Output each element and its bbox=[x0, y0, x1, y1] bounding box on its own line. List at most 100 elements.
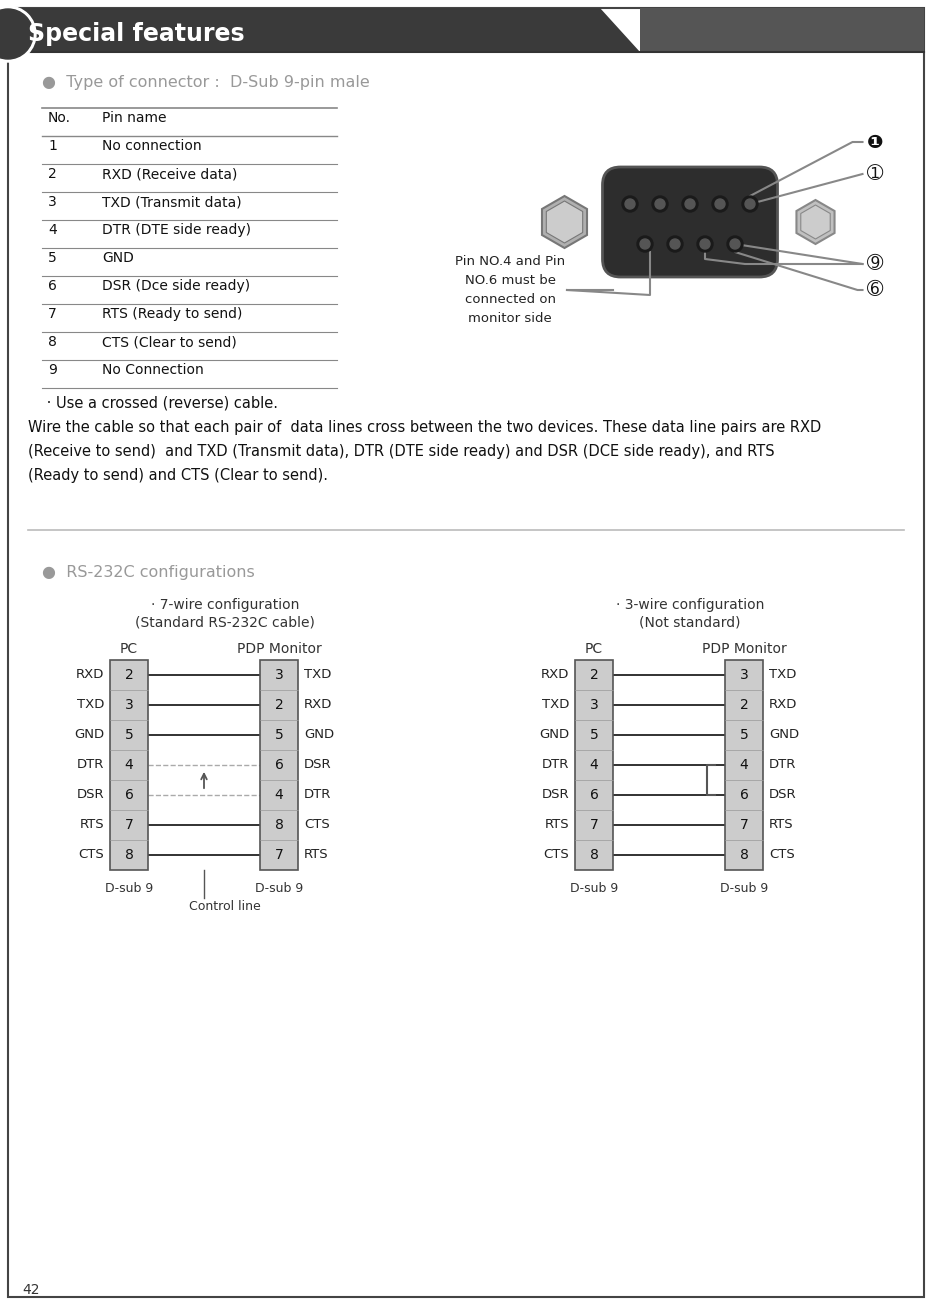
Text: 7: 7 bbox=[740, 818, 748, 833]
Circle shape bbox=[715, 198, 725, 209]
Text: 4: 4 bbox=[125, 758, 133, 773]
Text: DTR: DTR bbox=[304, 788, 332, 801]
Text: DSR: DSR bbox=[304, 758, 332, 771]
Text: DTR: DTR bbox=[76, 758, 104, 771]
Text: ❶: ❶ bbox=[867, 133, 883, 151]
Text: CTS: CTS bbox=[769, 848, 795, 861]
Text: RXD (Receive data): RXD (Receive data) bbox=[102, 167, 238, 181]
Text: RXD: RXD bbox=[541, 668, 569, 681]
Circle shape bbox=[712, 196, 728, 211]
Text: 7: 7 bbox=[125, 818, 133, 833]
Text: · 7-wire configuration: · 7-wire configuration bbox=[151, 598, 299, 612]
Text: RTS: RTS bbox=[769, 818, 794, 831]
Text: 2: 2 bbox=[48, 167, 57, 181]
Text: DSR (Dce side ready): DSR (Dce side ready) bbox=[102, 279, 250, 294]
Text: PDP Monitor: PDP Monitor bbox=[702, 642, 787, 656]
Text: CTS: CTS bbox=[78, 848, 104, 861]
Text: 6: 6 bbox=[275, 758, 283, 773]
Text: 7: 7 bbox=[590, 818, 598, 833]
Text: · 3-wire configuration: · 3-wire configuration bbox=[616, 598, 764, 612]
Text: TXD: TXD bbox=[769, 668, 796, 681]
Text: 6: 6 bbox=[125, 788, 133, 803]
Text: 1: 1 bbox=[48, 140, 57, 153]
Text: RXD: RXD bbox=[304, 698, 333, 711]
Circle shape bbox=[670, 239, 680, 249]
Text: 8: 8 bbox=[48, 335, 57, 348]
Circle shape bbox=[697, 236, 713, 252]
Text: No Connection: No Connection bbox=[102, 363, 204, 377]
Text: GND: GND bbox=[102, 251, 134, 265]
Polygon shape bbox=[801, 205, 830, 239]
Text: 2: 2 bbox=[740, 698, 748, 713]
Text: 8: 8 bbox=[740, 848, 748, 863]
FancyBboxPatch shape bbox=[602, 167, 777, 277]
Text: DTR: DTR bbox=[769, 758, 796, 771]
Text: RXD: RXD bbox=[75, 668, 104, 681]
Text: 5: 5 bbox=[125, 728, 133, 743]
Polygon shape bbox=[8, 8, 640, 52]
Bar bbox=[575, 660, 613, 870]
Text: 9: 9 bbox=[48, 363, 57, 377]
Text: No connection: No connection bbox=[102, 140, 201, 153]
Text: (Standard RS-232C cable): (Standard RS-232C cable) bbox=[135, 615, 315, 629]
Text: ●  RS-232C configurations: ● RS-232C configurations bbox=[42, 565, 254, 579]
Circle shape bbox=[655, 198, 665, 209]
Text: 5: 5 bbox=[48, 251, 57, 265]
Text: 4: 4 bbox=[275, 788, 283, 803]
Text: 6: 6 bbox=[48, 279, 57, 294]
Text: PDP Monitor: PDP Monitor bbox=[237, 642, 322, 656]
Text: 5: 5 bbox=[275, 728, 283, 743]
Text: ➀: ➀ bbox=[867, 164, 883, 184]
Text: DSR: DSR bbox=[541, 788, 569, 801]
Text: DTR (DTE side ready): DTR (DTE side ready) bbox=[102, 223, 251, 238]
Text: CTS: CTS bbox=[304, 818, 330, 831]
Text: ➅: ➅ bbox=[867, 281, 883, 300]
Circle shape bbox=[745, 198, 755, 209]
Text: 5: 5 bbox=[740, 728, 748, 743]
Text: 3: 3 bbox=[125, 698, 133, 713]
Text: CTS (Clear to send): CTS (Clear to send) bbox=[102, 335, 237, 348]
Circle shape bbox=[700, 239, 710, 249]
Text: 7: 7 bbox=[48, 307, 57, 321]
Text: DSR: DSR bbox=[769, 788, 797, 801]
Text: 4: 4 bbox=[740, 758, 748, 773]
Text: 8: 8 bbox=[590, 848, 598, 863]
Circle shape bbox=[652, 196, 668, 211]
Bar bbox=[110, 660, 148, 870]
Text: D-sub 9: D-sub 9 bbox=[105, 882, 153, 895]
Text: Control line: Control line bbox=[189, 900, 261, 914]
Text: DSR: DSR bbox=[76, 788, 104, 801]
Text: TXD (Transmit data): TXD (Transmit data) bbox=[102, 194, 241, 209]
Text: 8: 8 bbox=[275, 818, 283, 833]
Text: ➈: ➈ bbox=[867, 254, 883, 274]
Text: TXD: TXD bbox=[541, 698, 569, 711]
Circle shape bbox=[625, 198, 635, 209]
Polygon shape bbox=[542, 196, 587, 248]
Text: (Not standard): (Not standard) bbox=[639, 615, 741, 629]
Text: PC: PC bbox=[585, 642, 603, 656]
Text: Special features: Special features bbox=[28, 22, 244, 46]
Text: 6: 6 bbox=[590, 788, 598, 803]
Text: RTS (Ready to send): RTS (Ready to send) bbox=[102, 307, 242, 321]
Text: CTS: CTS bbox=[543, 848, 569, 861]
Text: 3: 3 bbox=[590, 698, 598, 713]
Text: TXD: TXD bbox=[304, 668, 332, 681]
Polygon shape bbox=[546, 201, 582, 243]
Circle shape bbox=[667, 236, 683, 252]
Text: ●  Type of connector :  D-Sub 9-pin male: ● Type of connector : D-Sub 9-pin male bbox=[42, 74, 370, 90]
Text: 6: 6 bbox=[740, 788, 748, 803]
Text: Wire the cable so that each pair of  data lines cross between the two devices. T: Wire the cable so that each pair of data… bbox=[28, 420, 821, 435]
Text: RTS: RTS bbox=[544, 818, 569, 831]
Circle shape bbox=[730, 239, 740, 249]
Text: PC: PC bbox=[120, 642, 138, 656]
Text: 42: 42 bbox=[22, 1283, 39, 1297]
Text: RXD: RXD bbox=[769, 698, 798, 711]
Text: · Use a crossed (reverse) cable.: · Use a crossed (reverse) cable. bbox=[42, 395, 278, 411]
Text: 3: 3 bbox=[740, 668, 748, 683]
Text: 5: 5 bbox=[590, 728, 598, 743]
Circle shape bbox=[742, 196, 758, 211]
Text: 7: 7 bbox=[275, 848, 283, 863]
Text: 3: 3 bbox=[275, 668, 283, 683]
Text: Pin NO.4 and Pin
NO.6 must be
connected on
monitor side: Pin NO.4 and Pin NO.6 must be connected … bbox=[455, 254, 565, 325]
Circle shape bbox=[727, 236, 743, 252]
